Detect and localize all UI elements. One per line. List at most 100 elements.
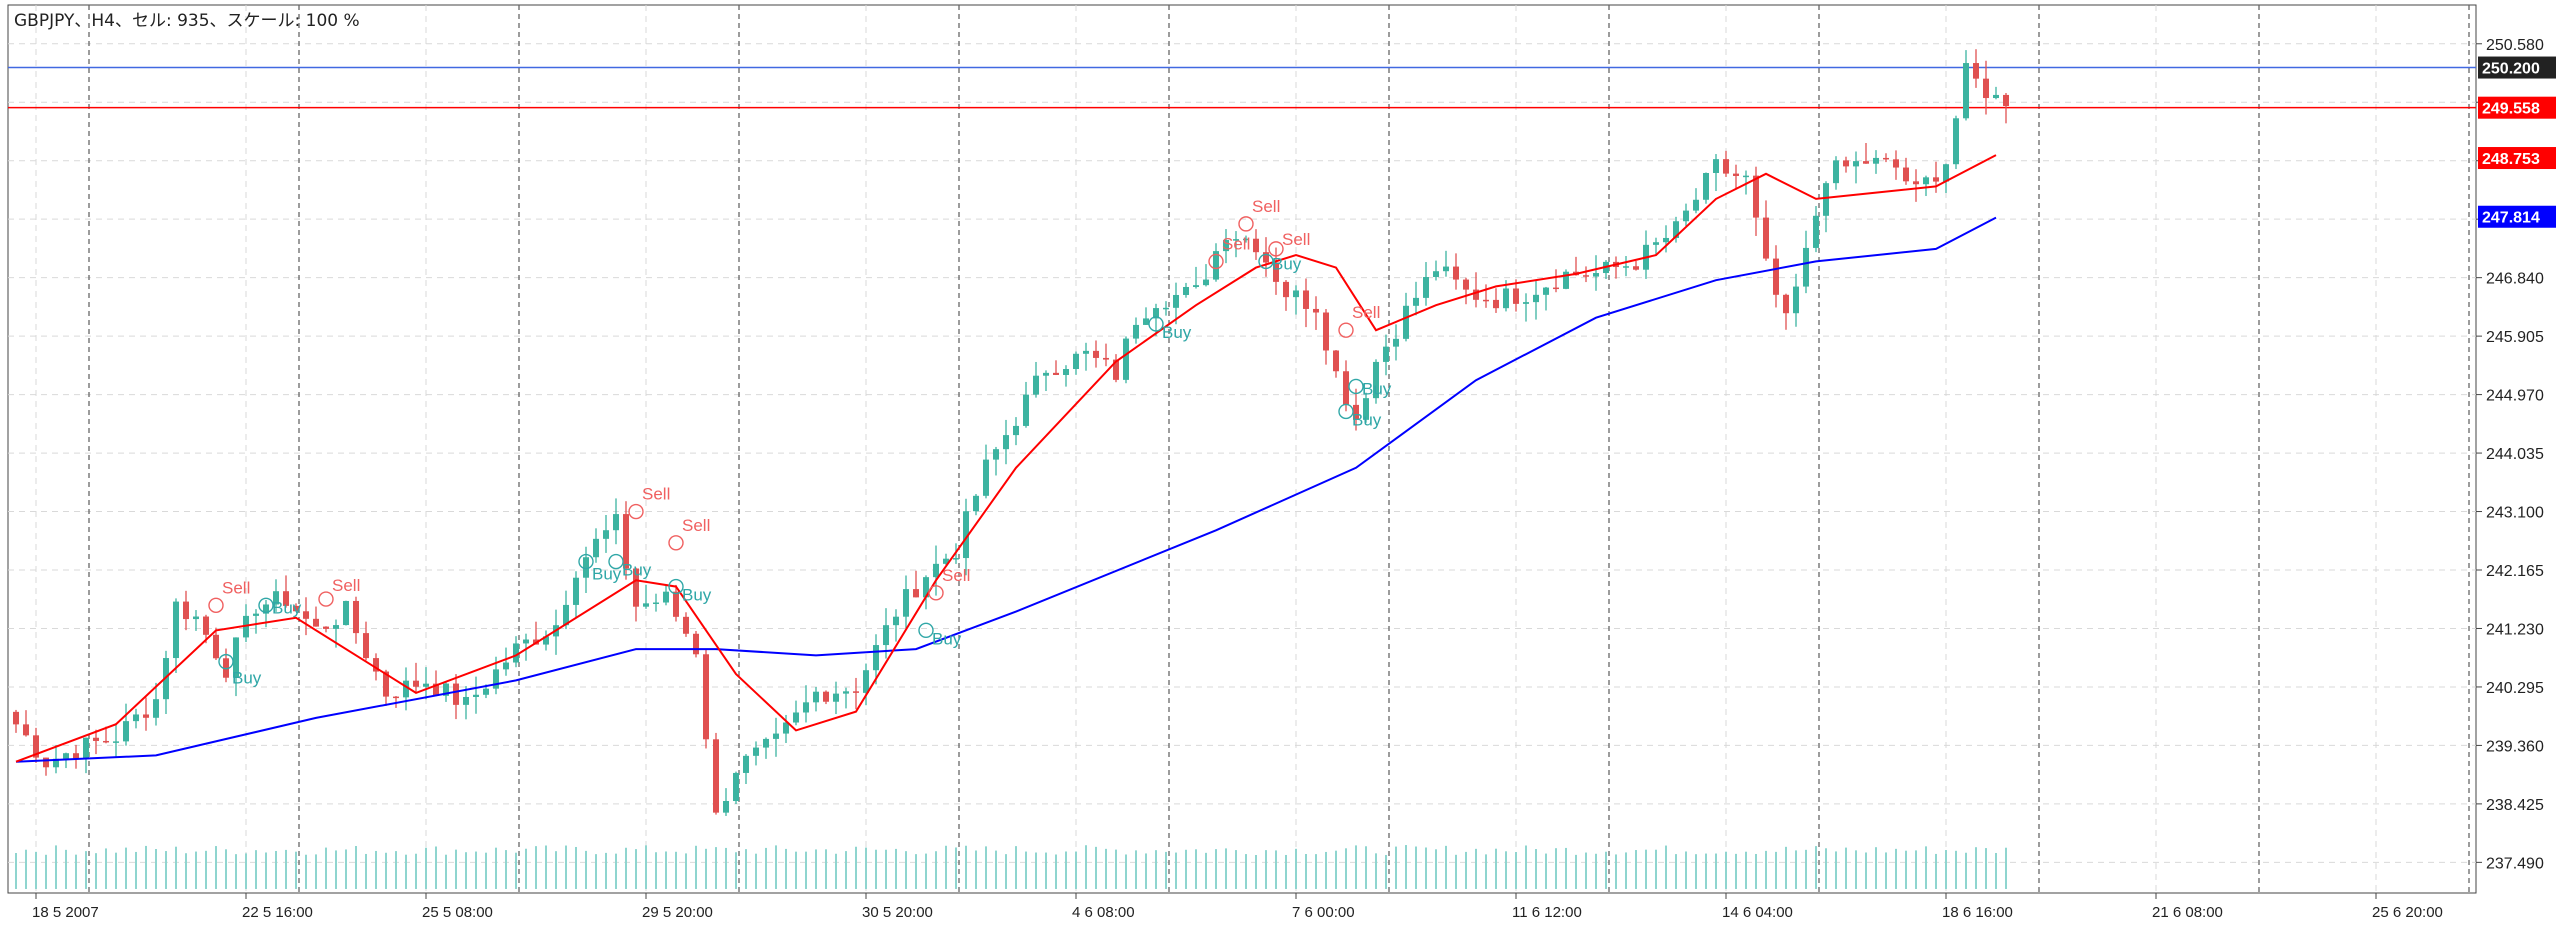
x-tick-label: 18 5 2007 (32, 904, 99, 921)
volume-bar (1825, 848, 1827, 889)
volume-bar (1775, 851, 1777, 889)
signal-marker (1338, 403, 1354, 420)
signal-label: Sell (332, 576, 360, 595)
signal-marker (1208, 253, 1224, 270)
horizontal-lines[interactable] (8, 66, 2476, 109)
candle-body (1923, 177, 1929, 185)
volume-bar (1145, 853, 1147, 889)
volume-bar (1065, 851, 1067, 889)
signal-label: Sell (682, 516, 710, 535)
volume-bar (725, 847, 727, 889)
signal-marker (1338, 322, 1354, 338)
volume-bar (1345, 848, 1347, 889)
candle-body (703, 654, 709, 740)
volume-bars (15, 845, 2007, 889)
volume-bar (215, 846, 217, 889)
candle-body (1493, 299, 1499, 309)
candle-body (1553, 287, 1559, 290)
candle-body (733, 772, 739, 802)
volume-bar (995, 850, 997, 889)
candle-body (1273, 262, 1279, 282)
volume-bar (1225, 848, 1227, 889)
volume-bar (245, 853, 247, 889)
candle-body (193, 616, 199, 620)
volume-bar (1215, 849, 1217, 889)
volume-bar (855, 846, 857, 889)
volume-bar (125, 847, 127, 889)
candle-body (763, 738, 769, 748)
volume-bar (1635, 850, 1637, 889)
candle-body (853, 691, 859, 693)
volume-bar (675, 851, 677, 889)
volume-bar (75, 854, 77, 889)
volume-bar (345, 849, 347, 889)
volume-bar (1555, 848, 1557, 889)
y-tick-label: 244.970 (2486, 388, 2544, 405)
volume-bar (745, 849, 747, 889)
volume-bar (1975, 847, 1977, 889)
candle-body (983, 459, 989, 496)
candle-body (1883, 157, 1889, 160)
candle-body (943, 558, 949, 564)
volume-bar (1965, 852, 1967, 889)
volume-bar (1385, 854, 1387, 889)
signal-label: Buy (592, 565, 622, 584)
volume-bar (155, 849, 157, 889)
volume-bar (1325, 851, 1327, 889)
volume-bar (515, 852, 517, 889)
volume-bar (405, 854, 407, 889)
volume-bar (1055, 854, 1057, 889)
volume-bar (2005, 847, 2007, 889)
candle-body (1743, 175, 1749, 178)
candle-body (1303, 290, 1309, 309)
signal-marker (668, 578, 684, 595)
volume-bar (685, 853, 687, 889)
candle-body (523, 639, 529, 644)
signal-marker (208, 597, 224, 614)
candle-body (1153, 308, 1159, 319)
candle-body (593, 538, 599, 558)
volume-bar (605, 852, 607, 889)
signal-label: Sell (222, 578, 250, 597)
signal-label: Buy (1162, 323, 1192, 342)
volume-bar (95, 853, 97, 889)
volume-bar (1995, 852, 1997, 889)
candle-body (953, 558, 959, 560)
candle-body (403, 680, 409, 698)
price-axis[interactable]: 250.580249.645248.710247.775246.840245.9… (2476, 37, 2556, 873)
candle-body (333, 625, 339, 629)
volume-bar (1515, 852, 1517, 889)
candle-body (1723, 159, 1729, 174)
signal-label: Buy (1352, 410, 1382, 429)
candle-body (1633, 266, 1639, 270)
candle-body (1593, 273, 1599, 277)
candle-body (663, 591, 669, 603)
volume-bar (1625, 852, 1627, 889)
time-axis[interactable]: 18 5 2007 22 5 16:00 25 5 08:00 29 5 20:00 3… (32, 893, 2560, 921)
candle-body (1943, 164, 1949, 182)
volume-bar (1075, 851, 1077, 889)
volume-bar (1495, 848, 1497, 889)
volume-bar (805, 851, 807, 889)
candle-body (1173, 294, 1179, 308)
signal-label: Buy (932, 629, 962, 648)
volume-bar (35, 851, 37, 889)
volume-bar (115, 852, 117, 889)
candle-body (1453, 266, 1459, 280)
volume-bar (1505, 851, 1507, 889)
plot-area[interactable] (7, 4, 2477, 894)
volume-bar (1615, 854, 1617, 889)
volume-bar (1745, 851, 1747, 889)
signal-marker (668, 535, 684, 551)
candle-body (1353, 404, 1359, 420)
candle-body (203, 616, 209, 635)
price-label-box (2478, 205, 2556, 228)
candle-body (1363, 398, 1369, 420)
candle-body (1833, 160, 1839, 184)
x-tick-label: 18 6 16:00 (1942, 904, 2013, 921)
volume-bar (1925, 846, 1927, 889)
volume-bar (1565, 847, 1567, 889)
candle-body (63, 753, 69, 759)
volume-bar (1945, 850, 1947, 889)
